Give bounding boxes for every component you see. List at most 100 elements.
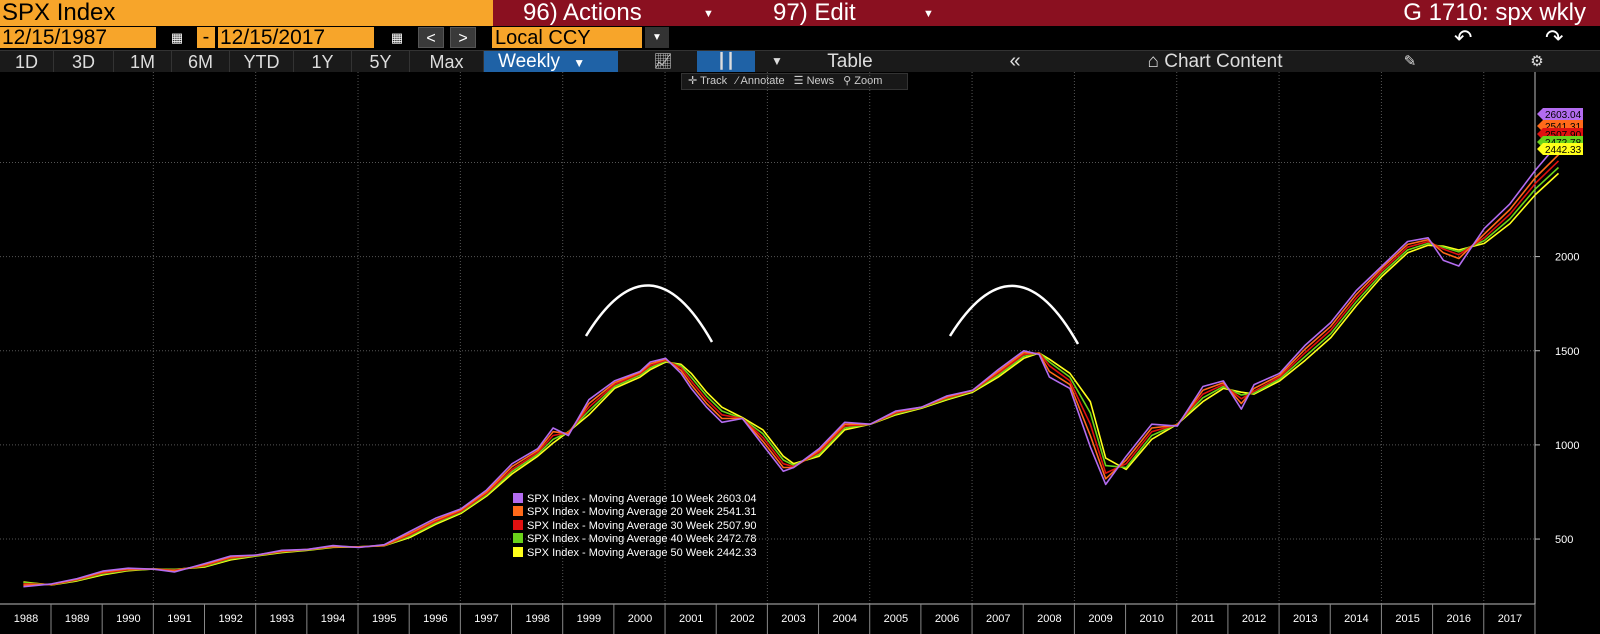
last-value-tag [1537, 143, 1583, 155]
last-value-label: 2541.31 [1545, 122, 1582, 133]
chart-id: G 1710: spx wkly [1403, 0, 1586, 26]
legend-swatch [513, 546, 523, 557]
annotate-icon: ∕ [736, 75, 739, 87]
chart-content-label: Chart Content [1164, 51, 1283, 72]
currency-select[interactable]: Local CCY [492, 27, 642, 49]
range-5y[interactable]: 5Y [352, 51, 410, 72]
legend-swatch [513, 493, 523, 503]
legend-label: SPX Index - Moving Average 10 Week 2603.… [527, 493, 757, 505]
range-3d[interactable]: 3D [54, 51, 114, 72]
series-line-ma30 [23, 160, 1560, 586]
x-tick-label: 2007 [986, 613, 1010, 625]
edit-icon[interactable]: ✎ [1403, 53, 1417, 70]
x-tick-label: 2003 [781, 613, 805, 625]
chevron-down-icon: ▼ [703, 8, 714, 20]
periodicity-select[interactable]: Weekly ▼ [484, 51, 618, 72]
x-tick-label: 2008 [1037, 613, 1061, 625]
x-tick-label: 2013 [1293, 613, 1317, 625]
redo-icon[interactable]: ↷ [1545, 25, 1564, 50]
calendar-icon[interactable]: ▦ [165, 27, 189, 48]
x-tick-label: 1993 [270, 613, 294, 625]
next-period-button[interactable]: > [450, 27, 476, 48]
price-chart[interactable]: 500 1000 1500 2000 1988 1989 1990 1991 1992 1993… [0, 72, 1600, 634]
x-tick-label: 2016 [1447, 613, 1471, 625]
range-1m[interactable]: 1M [114, 51, 172, 72]
last-value-tag [1537, 108, 1583, 120]
start-date-field[interactable]: 12/15/1987 [0, 27, 156, 49]
chart-legend: SPX Index - Moving Average 10 Week 2603.… [513, 493, 757, 560]
chevron-down-icon[interactable]: ▼ [771, 54, 783, 68]
date-separator: - [197, 27, 215, 48]
x-tick-label: 2017 [1498, 613, 1522, 625]
annotate-tool[interactable]: ∕ Annotate [736, 75, 784, 87]
y-tick-label: 1500 [1555, 346, 1579, 358]
x-tick-label: 2000 [628, 613, 652, 625]
collapse-button[interactable]: « [1009, 50, 1021, 72]
candle-chart-icon[interactable]: ┃┃ [697, 51, 755, 72]
chart-series [23, 142, 1560, 588]
news-label: News [806, 75, 835, 87]
last-value-label: 2603.04 [1545, 110, 1582, 121]
zoom-icon: ⚲ [843, 75, 852, 87]
news-icon: ☰ [793, 75, 804, 87]
y-axis: 500 1000 1500 2000 [1535, 252, 1579, 546]
track-label: Track [700, 75, 728, 87]
chevron-down-icon: ▼ [923, 8, 934, 20]
x-axis: 1988 1989 1990 1991 1992 1993 1994 1995 1996 1997… [14, 604, 1536, 634]
range-1d[interactable]: 1D [0, 51, 54, 72]
edit-menu[interactable]: 97) Edit ▼ [773, 0, 934, 26]
legend-swatch [513, 533, 523, 544]
y-tick-label: 500 [1555, 534, 1573, 546]
zoom-tool[interactable]: ⚲ Zoom [843, 75, 882, 87]
news-tool[interactable]: ☰ News [794, 75, 834, 87]
security-title[interactable]: SPX Index [0, 0, 493, 26]
range-ytd[interactable]: YTD [230, 51, 294, 72]
legend-label: SPX Index - Moving Average 40 Week 2472.… [527, 533, 757, 546]
x-tick-label: 2012 [1242, 613, 1266, 625]
legend-entry: SPX Index - Moving Average 40 Week 2472.… [513, 533, 757, 546]
legend-label: SPX Index - Moving Average 20 Week 2541.… [527, 506, 757, 519]
x-tick-label: 1996 [423, 613, 447, 625]
y-tick-label: 2000 [1555, 252, 1579, 264]
chart-content-icon: ⌂ [1147, 51, 1159, 72]
end-date-field[interactable]: 12/15/2017 [218, 27, 374, 49]
prev-period-button[interactable]: < [418, 27, 444, 48]
x-tick-label: 1997 [474, 613, 498, 625]
legend-swatch [513, 519, 523, 530]
legend-entry: SPX Index - Moving Average 20 Week 2541.… [513, 506, 757, 519]
chart-annotations [584, 284, 1080, 345]
x-tick-label: 1998 [525, 613, 549, 625]
line-chart-icon[interactable]: 📈︎ [653, 53, 673, 70]
periodicity-label: Weekly [498, 51, 560, 72]
x-tick-label: 1990 [116, 613, 140, 625]
x-tick-label: 2002 [730, 613, 754, 625]
x-tick-label: 2001 [679, 613, 703, 625]
range-max[interactable]: Max [410, 51, 484, 72]
gear-icon[interactable]: ⚙ [1530, 53, 1544, 70]
x-tick-label: 2006 [935, 613, 959, 625]
range-6m[interactable]: 6M [172, 51, 230, 72]
actions-menu[interactable]: 96) Actions ▼ [523, 0, 714, 26]
table-button[interactable]: Table [827, 51, 873, 72]
x-tick-label: 2009 [1088, 613, 1112, 625]
calendar-icon[interactable]: ▦ [385, 27, 409, 48]
track-tool[interactable]: ✛ Track [688, 75, 727, 87]
peak-arc-2007 [948, 284, 1080, 345]
legend-label: SPX Index - Moving Average 50 Week 2442.… [527, 546, 757, 559]
chart-subtoolbar: ✛ Track ∕ Annotate ☰ News ⚲ Zoom [681, 73, 908, 90]
last-value-label: 2442.33 [1545, 145, 1582, 156]
range-1y[interactable]: 1Y [294, 51, 352, 72]
x-tick-label: 1991 [167, 613, 191, 625]
x-tick-label: 2005 [884, 613, 908, 625]
legend-swatch [513, 506, 523, 517]
x-tick-label: 1995 [372, 613, 396, 625]
chevron-down-icon[interactable]: ▼ [645, 27, 669, 48]
undo-icon[interactable]: ↶ [1454, 25, 1473, 50]
chart-content-button[interactable]: ⌂ Chart Content [1115, 51, 1315, 72]
series-line-ma50 [23, 172, 1560, 586]
x-tick-label: 2011 [1191, 613, 1215, 625]
y-tick-label: 1000 [1555, 440, 1579, 452]
x-tick-label: 2015 [1395, 613, 1419, 625]
x-tick-label: 1989 [65, 613, 89, 625]
